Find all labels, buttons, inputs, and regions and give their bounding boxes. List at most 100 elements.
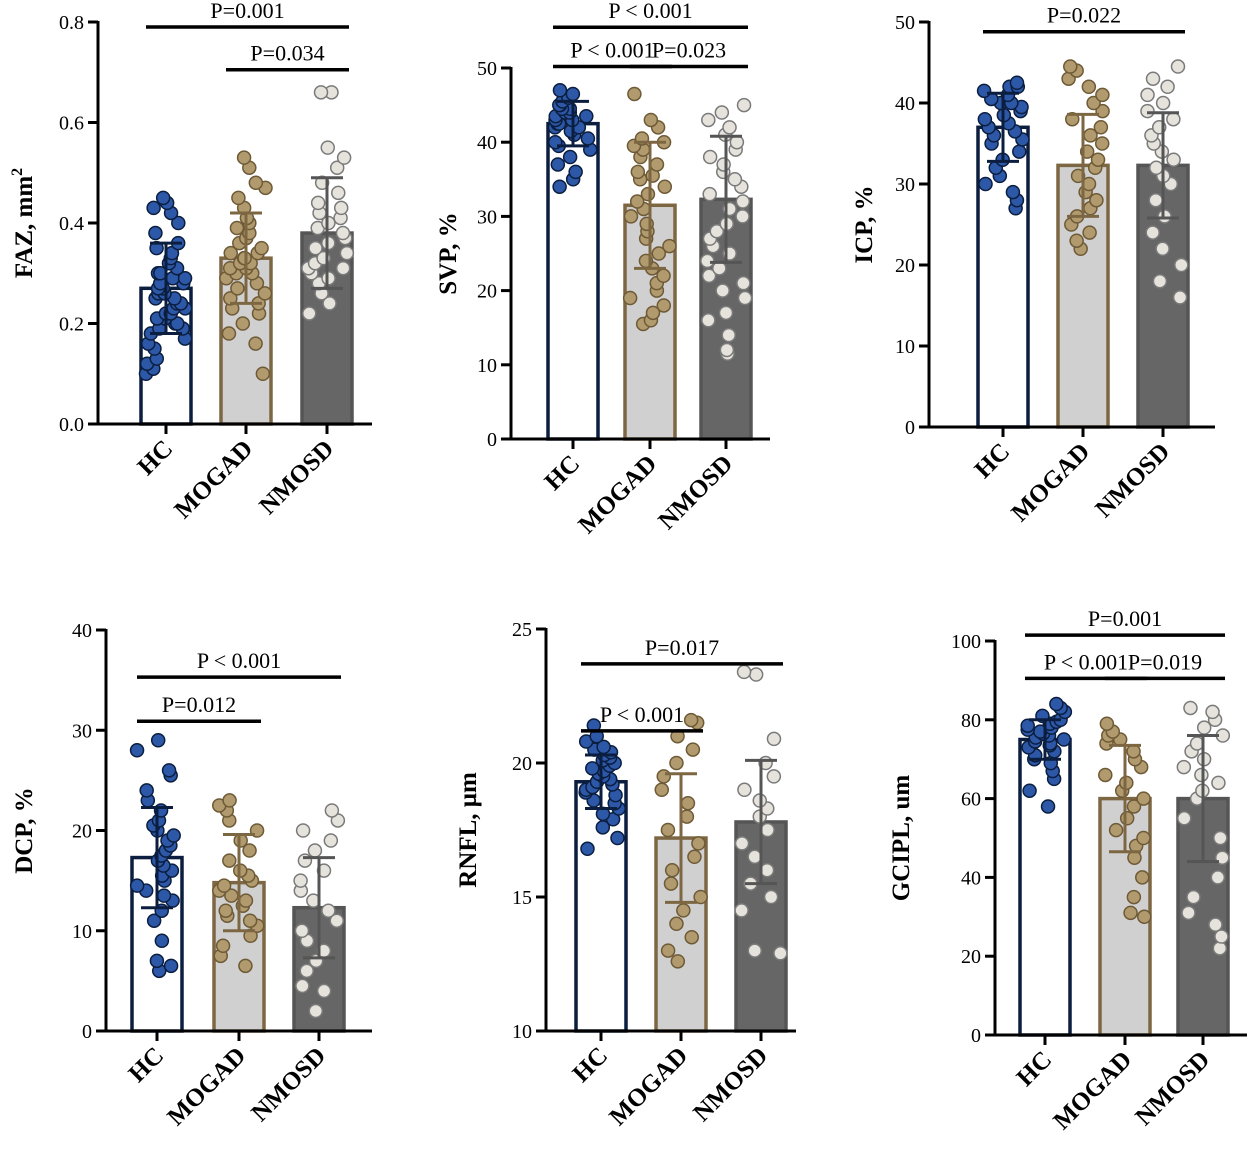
data-point [687,849,702,865]
data-point [218,903,233,918]
data-point [1135,870,1150,885]
data-point [1082,225,1097,240]
data-point [629,194,645,209]
y-axis-label: FAZ, mm2 [9,168,38,278]
data-point [1126,889,1142,905]
data-point [1215,850,1230,865]
data-point [1065,111,1080,127]
y-tick-label: 30 [72,720,92,742]
data-point [580,841,595,857]
data-point [222,793,237,808]
data-point [736,275,751,291]
data-point [254,240,269,256]
data-point [155,190,171,206]
y-tick-label: 0 [82,1021,92,1043]
data-point [1166,152,1181,167]
x-category-label: NMOSD [1090,438,1175,523]
data-point [1081,79,1097,95]
data-point [161,763,177,778]
data-point [580,131,596,146]
data-point [1210,870,1226,885]
y-tick-label: 0 [905,417,915,439]
x-category-label: NMOSD [246,1042,331,1127]
data-point [229,220,245,236]
data-point [714,105,730,120]
data-point [322,296,337,311]
y-axis-label: RNFL, μm [455,772,482,888]
data-point [1005,184,1021,200]
p-value-label: P=0.012 [162,692,236,717]
data-point [766,731,782,747]
x-category-label: MOGAD [162,1042,251,1131]
y-tick-label: 0 [971,1025,981,1047]
data-point [295,978,310,994]
y-tick-label: 60 [961,789,981,811]
data-point [324,803,340,818]
x-category-label: MOGAD [169,435,258,524]
data-point [627,86,642,102]
data-point [656,769,672,784]
data-point [1108,822,1124,838]
data-point [242,913,258,928]
y-tick-label: 0.6 [59,113,84,135]
y-tick-label: 40 [895,93,915,115]
data-point [310,195,326,211]
data-point [230,281,245,296]
x-category-label: MOGAD [1048,1046,1137,1135]
data-point [1123,905,1138,921]
x-category-label: NMOSD [1130,1046,1215,1131]
data-point [1009,75,1025,90]
data-point [773,946,788,961]
data-point [236,150,252,165]
data-point [579,108,594,124]
data-point [1205,704,1220,720]
data-point [238,893,254,908]
data-point [308,1003,324,1019]
data-point [293,873,308,888]
data-point [669,916,684,932]
data-point [1181,905,1196,921]
data-point [339,245,355,261]
y-tick-label: 100 [951,631,981,653]
y-tick-label: 25 [512,619,532,641]
data-point [313,85,329,100]
data-point [1137,909,1152,925]
data-point [223,245,238,261]
data-point [1166,111,1181,127]
data-point [1099,716,1115,731]
data-point [651,246,667,261]
y-tick-label: 80 [961,710,981,732]
data-point [329,160,345,175]
data-point [216,878,232,893]
data-point [238,958,253,974]
p-value-label: P=0.022 [1047,3,1121,28]
data-point [664,862,680,878]
data-point [596,739,611,755]
data-point [701,112,716,128]
y-axis-label-superscript: 2 [9,168,26,176]
data-point [242,843,257,858]
data-point [255,366,271,381]
p-value-label: P < 0.001 [608,0,692,23]
y-tick-label: 0.0 [59,414,84,436]
data-point [747,849,762,865]
p-value-label: P < 0.001 [1044,649,1128,674]
data-point [691,836,706,851]
x-category-label: HC [124,1042,170,1088]
data-point [1098,767,1113,783]
data-point [552,179,567,194]
data-point [654,782,670,798]
data-point [737,290,753,306]
data-point [329,913,344,928]
y-axis-label: DCP, % [11,787,38,874]
data-point [1213,830,1228,846]
data-point [663,876,679,891]
data-point [333,200,349,216]
data-point [1172,290,1188,305]
data-point [1022,783,1037,798]
